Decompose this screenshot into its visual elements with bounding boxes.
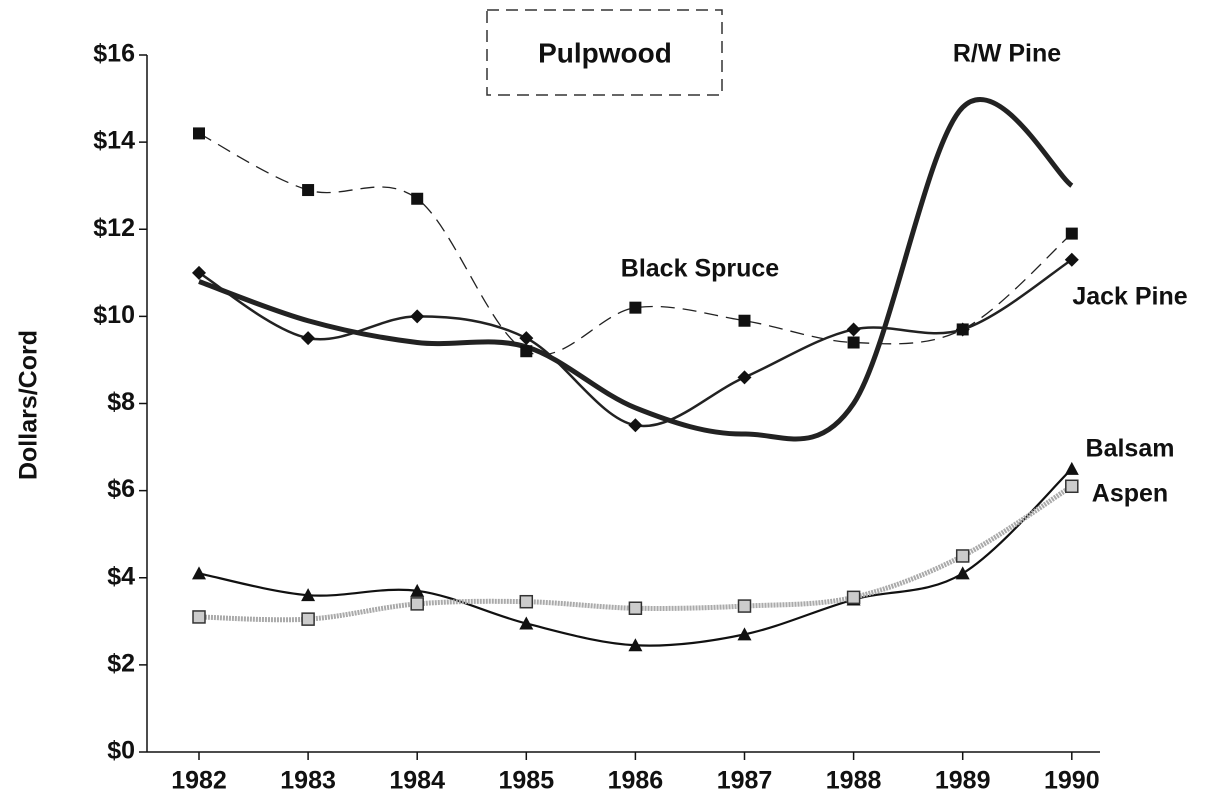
y-tick-label: $10: [93, 301, 135, 329]
y-tick-label: $8: [107, 388, 135, 416]
x-tick-label: 1986: [608, 767, 664, 795]
series-label: Jack Pine: [1072, 283, 1187, 311]
marker: [955, 322, 970, 337]
marker: [411, 192, 424, 205]
marker: [519, 331, 534, 346]
marker: [1065, 479, 1079, 494]
marker: [410, 597, 424, 611]
y-tick-label: $16: [93, 40, 135, 68]
y-tick-label: $12: [93, 214, 135, 242]
marker: [737, 370, 752, 385]
series-label: Black Spruce: [621, 255, 780, 283]
x-tick-label: 1982: [171, 767, 227, 795]
marker: [519, 616, 534, 630]
marker: [955, 566, 970, 580]
marker: [192, 265, 206, 280]
marker: [629, 301, 642, 314]
marker: [628, 601, 643, 615]
marker: [846, 322, 861, 337]
series-label: Aspen: [1092, 480, 1168, 508]
marker: [519, 594, 534, 609]
y-tick-label: $4: [107, 562, 135, 590]
y-tick-label: $0: [107, 737, 135, 765]
series-line: [198, 258, 1073, 428]
series-line: [198, 484, 1074, 623]
x-tick-label: 1985: [498, 767, 554, 795]
marker: [847, 336, 860, 349]
y-axis-label: Dollars/Cord: [15, 330, 43, 480]
chart-title: Pulpwood: [538, 37, 672, 68]
marker: [846, 590, 861, 605]
title-box: [486, 9, 723, 96]
x-tick-label: 1988: [826, 767, 882, 795]
marker: [737, 599, 752, 613]
x-tick-label: 1987: [717, 767, 773, 795]
marker: [301, 612, 315, 626]
series-line: [198, 97, 1074, 442]
marker: [192, 610, 206, 624]
x-tick-label: 1989: [935, 767, 991, 795]
marker: [410, 583, 425, 597]
series-label: R/W Pine: [953, 40, 1061, 68]
marker: [192, 566, 206, 580]
marker: [302, 184, 315, 197]
y-tick-label: $14: [93, 127, 135, 155]
marker: [955, 549, 970, 563]
series-line: [198, 132, 1073, 356]
marker: [1065, 227, 1078, 240]
marker: [1064, 252, 1079, 267]
y-tick-label: $2: [107, 649, 135, 677]
series-label: Balsam: [1086, 435, 1175, 463]
marker: [1064, 461, 1079, 475]
marker: [520, 345, 533, 358]
marker: [410, 309, 425, 324]
x-tick-label: 1990: [1044, 767, 1100, 795]
x-tick-label: 1983: [280, 767, 336, 795]
marker: [628, 418, 643, 433]
marker: [737, 627, 752, 641]
marker: [301, 588, 316, 602]
marker: [193, 127, 205, 140]
marker: [628, 638, 643, 652]
x-tick-label: 1984: [389, 767, 445, 795]
marker: [301, 331, 316, 346]
marker: [738, 314, 751, 327]
y-tick-label: $6: [107, 475, 135, 503]
